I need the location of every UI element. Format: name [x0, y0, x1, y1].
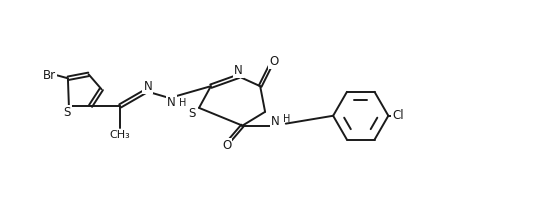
Text: N: N	[144, 80, 152, 93]
Text: O: O	[222, 139, 231, 152]
Text: Cl: Cl	[392, 109, 404, 122]
Text: S: S	[188, 107, 196, 120]
Text: H: H	[180, 98, 187, 108]
Text: CH₃: CH₃	[110, 130, 131, 140]
Text: O: O	[269, 55, 279, 68]
Text: N: N	[270, 115, 279, 128]
Text: S: S	[63, 106, 71, 119]
Text: N: N	[234, 64, 243, 77]
Text: H: H	[283, 114, 290, 124]
Text: N: N	[167, 96, 176, 109]
Text: Br: Br	[42, 69, 55, 82]
